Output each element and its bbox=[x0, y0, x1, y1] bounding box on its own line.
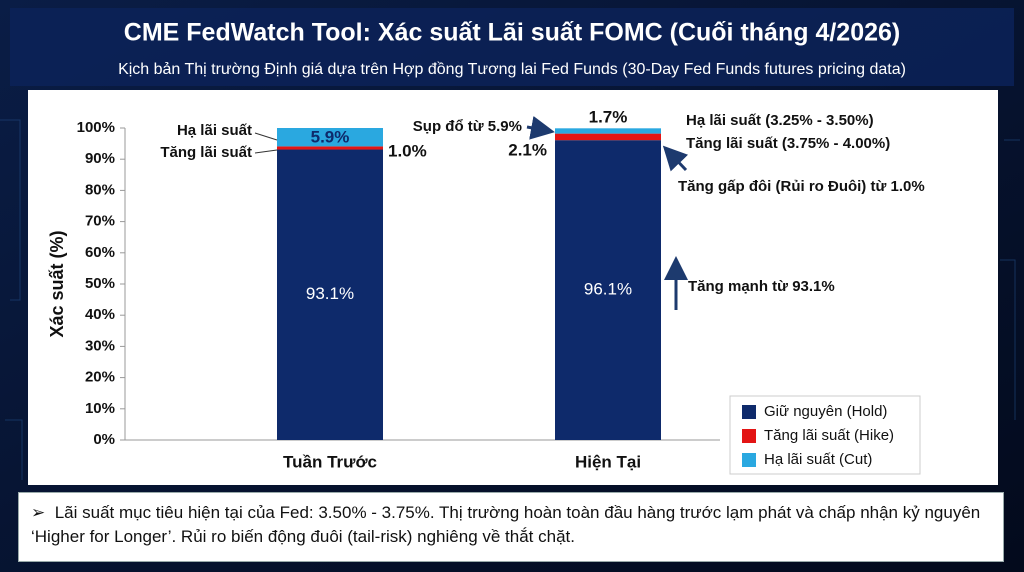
value-label: 96.1% bbox=[584, 280, 632, 299]
value-label: 2.1% bbox=[508, 140, 547, 159]
leader-line bbox=[254, 132, 278, 141]
annotation: Hạ lãi suất (3.25% - 3.50%) bbox=[686, 112, 874, 129]
annotation: Sụp đổ từ 5.9% bbox=[413, 118, 522, 135]
annotation: Tăng lãi suất (3.75% - 4.00%) bbox=[686, 135, 890, 152]
value-label: 1.0% bbox=[388, 141, 427, 160]
legend-label: Giữ nguyên (Hold) bbox=[764, 403, 887, 420]
annotation-arrow bbox=[526, 115, 555, 140]
title-band bbox=[10, 8, 1014, 86]
y-tick-label: 50% bbox=[85, 275, 115, 292]
y-axis-label: Xác suất (%) bbox=[47, 230, 67, 337]
y-tick-label: 0% bbox=[93, 431, 115, 448]
bullet: ➢ bbox=[31, 503, 46, 522]
value-label: 5.9% bbox=[311, 127, 350, 146]
circuit-decoration bbox=[0, 119, 1020, 480]
y-tick-label: 70% bbox=[85, 213, 115, 230]
annotation: Hạ lãi suất bbox=[177, 122, 252, 139]
footer-text: Lãi suất mục tiêu hiện tại của Fed: 3.50… bbox=[31, 503, 981, 546]
legend-swatch bbox=[742, 405, 756, 419]
y-tick-label: 10% bbox=[85, 400, 115, 417]
y-tick-label: 60% bbox=[85, 244, 115, 261]
chart-title: CME FedWatch Tool: Xác suất Lãi suất FOM… bbox=[124, 19, 900, 47]
x-tick-label: Hiện Tại bbox=[575, 452, 641, 471]
bar-segment bbox=[277, 128, 383, 147]
annotation: Tăng mạnh từ 93.1% bbox=[688, 278, 835, 295]
y-tick-label: 30% bbox=[85, 337, 115, 354]
bar-segment bbox=[555, 128, 661, 134]
value-label: 93.1% bbox=[306, 284, 354, 303]
y-tick-label: 40% bbox=[85, 306, 115, 323]
y-tick-label: 90% bbox=[85, 150, 115, 167]
bar-segment bbox=[555, 140, 661, 440]
legend-label: Hạ lãi suất (Cut) bbox=[764, 451, 872, 468]
y-tick-label: 20% bbox=[85, 369, 115, 386]
annotation: Tăng lãi suất bbox=[160, 144, 252, 161]
y-tick-label: 100% bbox=[77, 119, 115, 136]
y-tick-label: 80% bbox=[85, 181, 115, 198]
legend-label: Tăng lãi suất (Hike) bbox=[764, 427, 894, 444]
bar-segment bbox=[277, 149, 383, 440]
bar-segment bbox=[555, 133, 661, 141]
annotation-arrow bbox=[662, 145, 689, 172]
footer: ➢ Lãi suất mục tiêu hiện tại của Fed: 3.… bbox=[18, 492, 1004, 562]
chart-subtitle: Kịch bản Thị trường Định giá dựa trên Hợ… bbox=[118, 61, 906, 78]
bar-segment bbox=[277, 146, 383, 150]
x-tick-label: Tuần Trước bbox=[283, 452, 377, 471]
legend-swatch bbox=[742, 453, 756, 467]
annotation: Tăng gấp đôi (Rủi ro Đuôi) từ 1.0% bbox=[678, 178, 925, 195]
leader-line bbox=[254, 149, 278, 154]
value-label: 1.7% bbox=[589, 107, 628, 126]
legend-box bbox=[729, 395, 921, 475]
legend-swatch bbox=[742, 429, 756, 443]
